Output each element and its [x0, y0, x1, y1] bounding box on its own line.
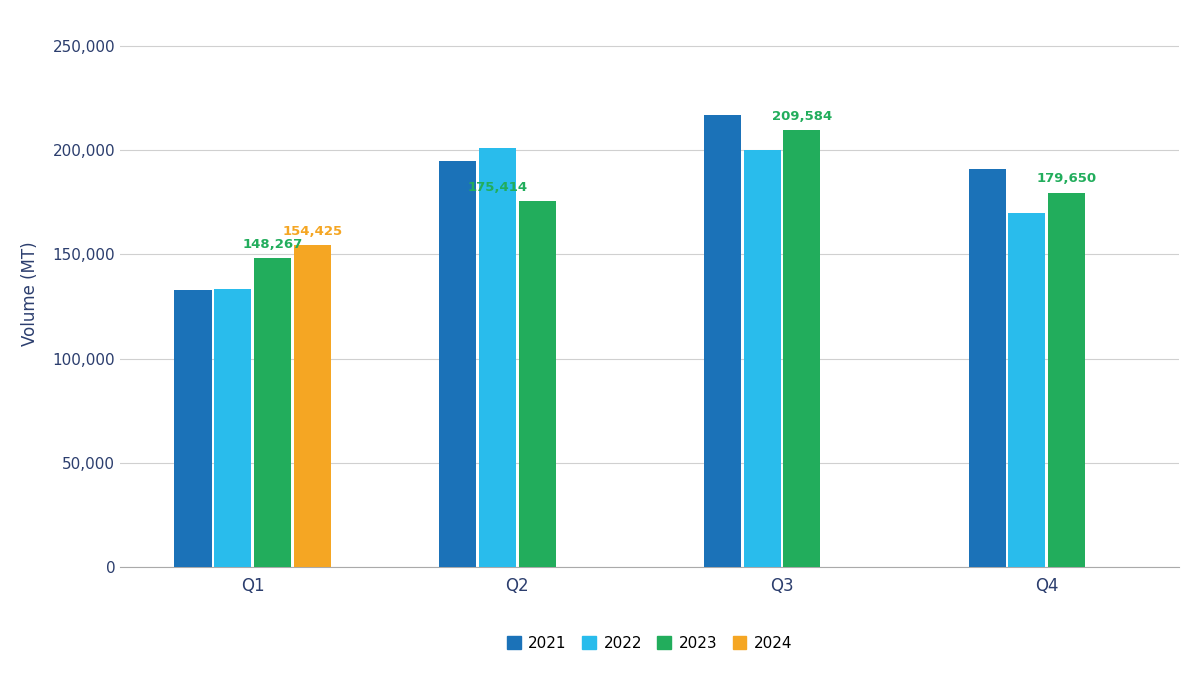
Bar	[1008, 213, 1045, 567]
Bar	[744, 150, 781, 567]
Bar	[479, 148, 516, 567]
Text: 148,267: 148,267	[242, 238, 302, 251]
Bar	[704, 115, 742, 567]
Text: 175,414: 175,414	[467, 181, 528, 194]
Bar	[174, 290, 211, 567]
Bar	[294, 245, 331, 567]
Y-axis label: Volume (MT): Volume (MT)	[20, 242, 38, 346]
Bar	[1048, 192, 1085, 567]
Text: 209,584: 209,584	[772, 110, 832, 123]
Bar	[968, 169, 1006, 567]
Bar	[784, 130, 821, 567]
Legend: 2021, 2022, 2023, 2024: 2021, 2022, 2023, 2024	[500, 630, 798, 657]
Text: 154,425: 154,425	[282, 225, 342, 238]
Bar	[518, 201, 556, 567]
Bar	[254, 258, 290, 567]
Bar	[439, 161, 476, 567]
Text: 179,650: 179,650	[1037, 172, 1097, 186]
Bar	[214, 289, 251, 567]
